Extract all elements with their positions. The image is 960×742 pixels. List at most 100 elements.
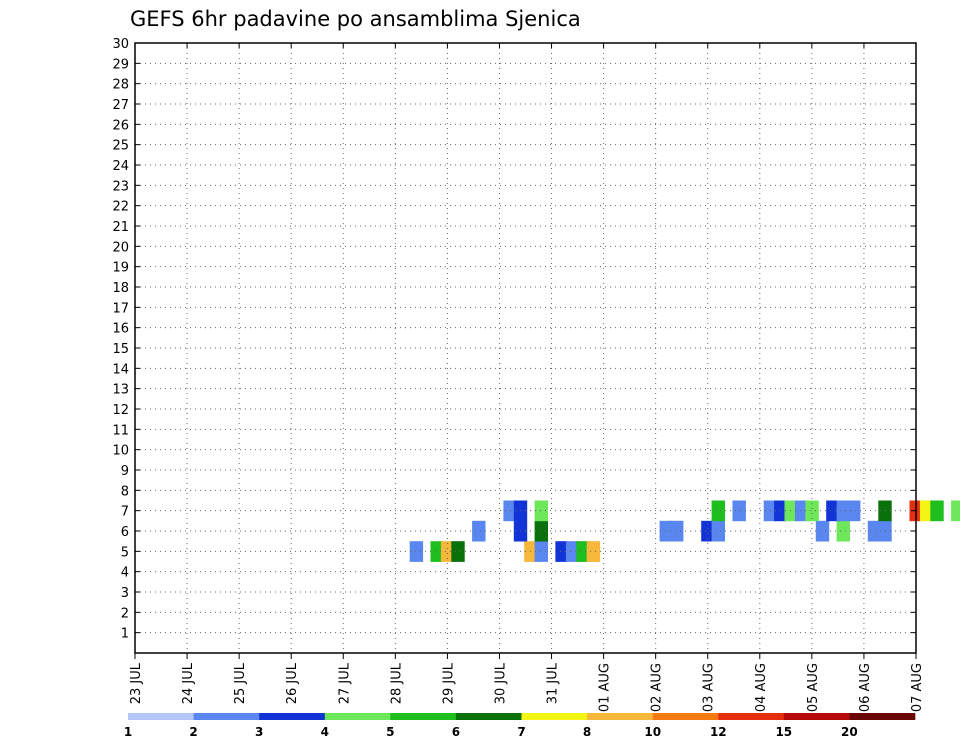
colorbar-segment [718, 713, 785, 720]
y-axis-ticks: 1234567891011121314151617181920212223242… [112, 37, 916, 642]
chart-title: GEFS 6hr padavine po ansamblima Sjenica [130, 7, 581, 31]
x-tick-label: 06 AUG [858, 663, 873, 712]
heatmap-cell [472, 520, 486, 542]
heatmap-cell [534, 500, 548, 522]
y-tick-label: 21 [112, 220, 129, 235]
y-tick-label: 2 [121, 606, 129, 621]
y-tick-label: 13 [112, 383, 129, 398]
y-tick-label: 7 [121, 505, 129, 520]
colorbar-segment [521, 713, 588, 720]
heatmap-cell [430, 541, 444, 562]
x-tick-label: 26 JUL [285, 662, 300, 704]
colorbar-label: 5 [386, 725, 394, 739]
x-axis-ticks: 23 JUL 24 JUL 25 JUL 26 JUL 27 JUL 28 JUL 29 J… [129, 43, 925, 712]
x-tick-label: 31 JUL [546, 662, 561, 704]
colorbar-label: 2 [189, 725, 197, 739]
x-tick-label: 28 JUL [389, 662, 404, 704]
y-tick-label: 11 [112, 423, 129, 438]
y-tick-label: 8 [121, 484, 129, 499]
heatmap-cell [836, 500, 850, 522]
y-tick-label: 20 [112, 240, 129, 255]
heatmap-cell [815, 520, 830, 542]
heatmap-cell [701, 520, 715, 542]
colorbar-segment [455, 713, 522, 720]
colorbar-label: 20 [841, 725, 858, 739]
colorbar-segment [783, 713, 850, 720]
colorbar-label: 1 [124, 725, 132, 739]
colorbar-label: 6 [452, 725, 460, 739]
x-tick-label: 30 JUL [493, 662, 508, 704]
y-tick-label: 10 [112, 444, 129, 459]
y-tick-label: 15 [112, 342, 129, 357]
y-tick-label: 9 [121, 464, 129, 479]
y-tick-label: 6 [121, 525, 129, 540]
y-tick-label: 17 [112, 301, 129, 316]
heatmap-cell [659, 520, 673, 542]
colorbar-label: 10 [644, 725, 661, 739]
colorbar-segment [652, 713, 719, 720]
colorbar-segment [193, 713, 260, 720]
x-tick-label: 03 AUG [702, 663, 717, 712]
heatmap-cell [586, 541, 601, 562]
y-tick-label: 14 [112, 362, 129, 377]
colorbar-segment [128, 713, 194, 720]
x-tick-label: 23 JUL [129, 662, 144, 704]
colorbar-label: 7 [517, 725, 525, 739]
heatmap-cell [826, 500, 840, 522]
heatmap-cell [836, 520, 850, 542]
colorbar-label: 3 [255, 725, 263, 739]
x-tick-label: 05 AUG [806, 663, 821, 712]
colorbar-label: 4 [321, 725, 329, 739]
heatmap-cell [805, 500, 819, 522]
y-tick-label: 24 [112, 159, 129, 174]
y-tick-label: 18 [112, 281, 129, 296]
colorbar-segment [849, 713, 916, 720]
y-tick-label: 27 [112, 98, 129, 113]
y-tick-label: 4 [121, 566, 129, 581]
y-tick-label: 3 [121, 586, 129, 601]
colorbar-segment [259, 713, 326, 720]
colorbar-label: 12 [710, 725, 727, 739]
y-tick-label: 19 [112, 261, 129, 276]
colorbar: 1 2 3 4 5 6 7 8 10 12 15 20 [124, 713, 916, 739]
x-tick-label: 04 AUG [754, 663, 769, 712]
heatmap-cell [565, 541, 580, 562]
y-tick-label: 28 [112, 78, 129, 93]
heatmap-cell [847, 500, 861, 522]
colorbar-segment [587, 713, 653, 720]
x-tick-label: 27 JUL [337, 662, 352, 704]
y-tick-label: 23 [112, 179, 129, 194]
heatmap-cell [409, 541, 424, 562]
x-tick-label: 29 JUL [441, 662, 456, 704]
y-tick-label: 16 [112, 322, 129, 337]
x-tick-label: 07 AUG [910, 663, 925, 712]
heatmap-cell [670, 520, 684, 542]
y-tick-label: 22 [112, 200, 129, 215]
heatmap-cell [451, 541, 465, 562]
heatmap-cell [930, 500, 944, 522]
x-tick-label: 01 AUG [598, 663, 613, 712]
heatmap-cell [794, 500, 809, 522]
y-tick-label: 26 [112, 118, 129, 133]
heatmap-cell [919, 500, 934, 522]
heatmap-cell [440, 541, 455, 562]
x-tick-label: 24 JUL [181, 662, 196, 704]
heatmap-cell [867, 520, 882, 542]
grid-lines [134, 42, 917, 653]
heatmap-cell [784, 500, 798, 522]
heatmap-cell [555, 541, 569, 562]
y-tick-label: 29 [112, 57, 129, 72]
colorbar-segment [324, 713, 391, 720]
heatmap-cell [534, 541, 548, 562]
heatmap-cell [534, 520, 548, 542]
heatmap-cell [951, 500, 960, 522]
colorbar-segment [390, 713, 457, 720]
x-tick-label: 25 JUL [233, 662, 248, 704]
heatmap-cell [732, 500, 746, 522]
y-tick-label: 1 [121, 627, 129, 642]
y-tick-label: 5 [121, 545, 129, 560]
y-tick-label: 30 [112, 37, 129, 52]
colorbar-label: 15 [775, 725, 792, 739]
x-tick-label: 02 AUG [650, 663, 665, 712]
